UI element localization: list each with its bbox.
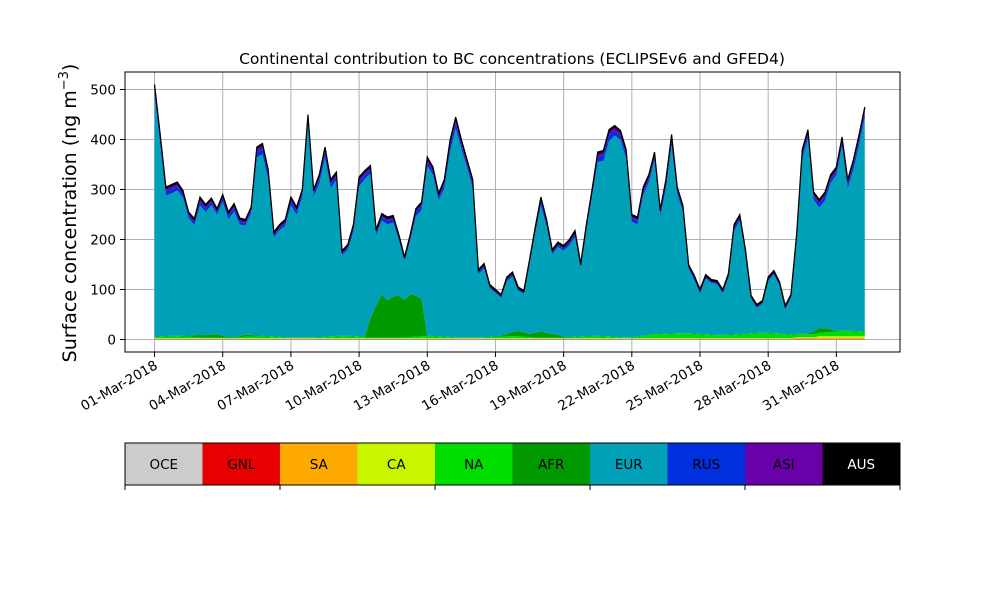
y-tick-label: 400 xyxy=(90,133,116,149)
legend-label-ca: CA xyxy=(387,457,406,473)
x-axis: 01-Mar-201804-Mar-201807-Mar-201810-Mar-… xyxy=(78,352,842,414)
x-tick-label: 10-Mar-2018 xyxy=(283,358,365,415)
legend-swatch-asi xyxy=(745,443,823,485)
legend-label-sa: SA xyxy=(310,457,329,473)
legend-swatch-eur xyxy=(590,443,668,485)
legend-swatch-rus xyxy=(667,443,745,485)
legend-swatch-ca xyxy=(357,443,435,485)
y-axis-label: Surface concentration (ng m−3) xyxy=(57,64,81,363)
legend-swatch-gnl xyxy=(202,443,280,485)
legend-label-asi: ASI xyxy=(773,457,795,473)
y-axis-label-close: ) xyxy=(59,64,81,71)
chart-title: Continental contribution to BC concentra… xyxy=(239,50,785,68)
x-tick-label: 04-Mar-2018 xyxy=(146,358,228,415)
legend-label-eur: EUR xyxy=(615,457,643,473)
x-tick-label: 01-Mar-2018 xyxy=(78,358,160,415)
y-axis: 0 100 200 300 400 500 xyxy=(90,83,125,349)
area-eur xyxy=(154,95,865,338)
legend-label-oce: OCE xyxy=(149,457,178,473)
area-ca xyxy=(154,336,865,339)
area-aus xyxy=(153,84,866,309)
legend-label-na: NA xyxy=(464,457,484,473)
y-tick-label: 300 xyxy=(90,183,116,199)
x-tick-label: 28-Mar-2018 xyxy=(692,358,774,415)
legend-swatch-oce xyxy=(125,443,203,485)
plot-frame xyxy=(124,71,901,353)
legend-frame xyxy=(124,442,901,486)
x-tick-label: 25-Mar-2018 xyxy=(624,358,706,415)
legend-label-afr: AFR xyxy=(538,457,564,473)
x-tick-label: 16-Mar-2018 xyxy=(419,358,501,415)
legend-swatch-afr xyxy=(512,443,590,485)
x-tick-label: 07-Mar-2018 xyxy=(215,358,297,415)
legend-label-rus: RUS xyxy=(692,457,720,473)
legend-swatch-na xyxy=(435,443,513,485)
x-tick-label: 13-Mar-2018 xyxy=(351,358,433,415)
y-axis-label-exponent: −3 xyxy=(57,71,72,90)
legend-label-aus: AUS xyxy=(847,457,875,473)
y-tick-label: 500 xyxy=(90,83,116,99)
y-tick-label: 200 xyxy=(90,233,116,249)
legend-swatch-aus xyxy=(822,443,900,485)
plot-area xyxy=(124,71,901,353)
x-tick-label: 19-Mar-2018 xyxy=(487,358,569,415)
x-tick-label: 22-Mar-2018 xyxy=(555,358,637,415)
area-na xyxy=(154,331,865,339)
legend-colorbar: OCE GNL SA CA NA AFR EUR RUS ASI AUS xyxy=(124,442,901,490)
x-tick-label: 31-Mar-2018 xyxy=(760,358,842,415)
stacked-areas xyxy=(153,84,866,340)
y-tick-label: 0 xyxy=(107,333,116,349)
y-tick-label: 100 xyxy=(90,283,116,299)
legend-swatch-sa xyxy=(280,443,358,485)
legend-label-gnl: GNL xyxy=(227,457,256,473)
y-axis-label-main: Surface concentration (ng m xyxy=(59,90,81,362)
